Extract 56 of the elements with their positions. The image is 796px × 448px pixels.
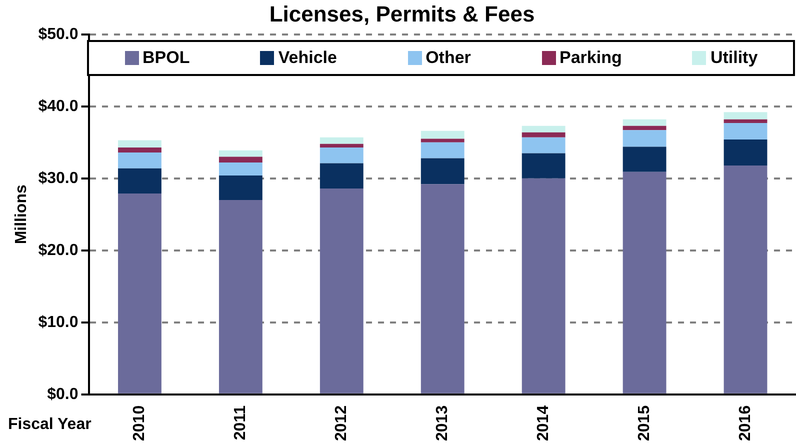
y-tick-label: $20.0 [38, 242, 78, 259]
y-tick-label: $0.0 [47, 386, 78, 403]
bar [218, 156, 262, 163]
bar [320, 147, 364, 164]
bar [218, 200, 262, 394]
bar [622, 119, 666, 126]
bar [622, 130, 666, 147]
bar [118, 194, 162, 394]
x-tick-label: 2012 [333, 405, 350, 441]
bar [218, 176, 262, 200]
bar [724, 119, 768, 123]
bar [724, 122, 768, 140]
bar [320, 163, 364, 188]
bar [420, 184, 464, 394]
legend-label: Vehicle [277, 48, 337, 68]
y-tick-label: $50.0 [38, 26, 78, 43]
legend-label: Parking [558, 48, 622, 68]
bar [522, 153, 566, 178]
x-axis-title: Fiscal Year [8, 416, 92, 434]
x-tick-label: 2015 [636, 405, 653, 441]
bar [622, 146, 666, 172]
x-tick-label: 2010 [131, 405, 148, 441]
bar [522, 178, 566, 394]
bar [118, 152, 162, 168]
legend-label: Other [424, 48, 471, 68]
bar [118, 140, 162, 148]
bar [522, 137, 566, 154]
bar [218, 162, 262, 176]
bar [724, 165, 768, 394]
bar [320, 144, 364, 148]
x-tick-label: 2014 [534, 405, 552, 441]
bar [522, 132, 566, 138]
bar [218, 150, 262, 157]
bar [118, 168, 162, 194]
legend-label: BPOL [142, 48, 190, 68]
x-tick-label: 2011 [232, 405, 250, 440]
bar [420, 138, 464, 142]
y-tick-label: $40.0 [38, 98, 78, 115]
chart-title: Licenses, Permits & Fees [269, 1, 535, 26]
y-tick-label: $10.0 [38, 314, 78, 331]
bar [622, 172, 666, 394]
y-axis-title: Millions [13, 184, 30, 244]
bar [118, 147, 162, 152]
bar [320, 137, 364, 144]
bar [622, 126, 666, 130]
bar [724, 140, 768, 166]
x-tick-label: 2016 [736, 405, 754, 441]
bar [420, 158, 464, 184]
bar [724, 112, 768, 120]
legend-label: Utility [709, 48, 758, 68]
bar [420, 142, 464, 158]
bar [522, 126, 566, 132]
bar [420, 130, 464, 139]
x-tick-label: 2013 [434, 405, 452, 441]
y-tick-label: $30.0 [38, 170, 78, 187]
bar [320, 188, 364, 394]
